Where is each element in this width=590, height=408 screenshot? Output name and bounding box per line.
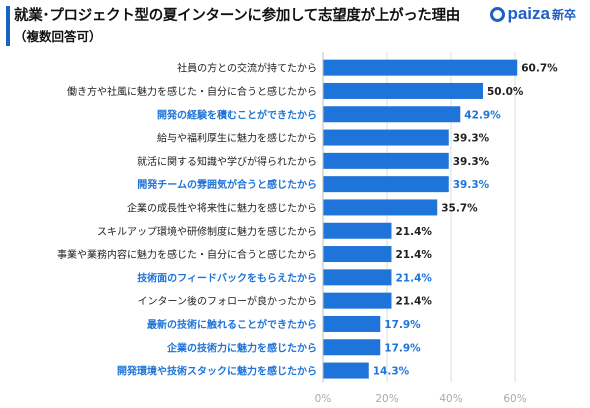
value-label: 42.9% bbox=[464, 109, 501, 121]
bar bbox=[323, 269, 392, 286]
category-label: 最新の技術に触れることができたから bbox=[147, 318, 317, 331]
category-label: 事業や業務内容に魅力を感じた・自分に合うと感じたから bbox=[57, 248, 317, 261]
bar bbox=[323, 315, 381, 332]
category-label: 企業の成長性や将来性に魅力を感じたから bbox=[127, 201, 317, 214]
x-tick-label: 20% bbox=[375, 393, 398, 405]
bar bbox=[323, 59, 518, 76]
value-label: 39.3% bbox=[453, 156, 490, 168]
bar bbox=[323, 222, 392, 239]
value-label: 39.3% bbox=[453, 179, 490, 191]
bar bbox=[323, 199, 438, 216]
value-label: 21.4% bbox=[395, 226, 432, 238]
category-label: スキルアップ環境や研修制度に魅力を感じたから bbox=[97, 225, 317, 238]
category-label: 給与や福利厚生に魅力を感じたから bbox=[157, 132, 317, 145]
chart-subtitle: （複数回答可） bbox=[14, 29, 102, 44]
value-label: 39.3% bbox=[453, 133, 490, 145]
bar bbox=[323, 339, 381, 356]
x-tick-label: 40% bbox=[439, 393, 462, 405]
x-tick-label: 0% bbox=[315, 393, 332, 405]
bar bbox=[323, 176, 449, 193]
bar bbox=[323, 362, 369, 379]
bar bbox=[323, 246, 392, 263]
bar bbox=[323, 129, 449, 146]
category-label: インターン後のフォローが良かったから bbox=[138, 295, 318, 308]
category-label: 開発環境や技術スタックに魅力を感じたから bbox=[117, 365, 317, 378]
x-tick-label: 60% bbox=[503, 393, 526, 405]
paiza-logo: paiza 新卒 bbox=[490, 4, 576, 24]
bar bbox=[323, 152, 449, 169]
logo-text: paiza bbox=[507, 4, 550, 23]
logo-sub: 新卒 bbox=[551, 7, 576, 22]
value-label: 17.9% bbox=[384, 342, 421, 354]
value-label: 14.3% bbox=[373, 366, 410, 378]
bar bbox=[323, 82, 483, 99]
category-label: 働き方や社風に魅力を感じた・自分に合うと感じたから bbox=[67, 85, 317, 98]
category-label: 開発の経験を積むことができたから bbox=[157, 108, 317, 121]
category-label: 就活に関する知識や学びが得られたから bbox=[137, 155, 317, 168]
chart-title: 就業･プロジェクト型の夏インターンに参加して志望度が上がった理由 bbox=[14, 8, 460, 24]
category-label: 開発チームの雰囲気が合うと感じたから bbox=[137, 178, 317, 191]
category-label: 技術面のフィードバックをもらえたから bbox=[137, 271, 317, 284]
value-label: 21.4% bbox=[395, 249, 432, 261]
bar bbox=[323, 106, 461, 123]
category-label: 社員の方との交流が持てたから bbox=[177, 62, 317, 75]
value-label: 50.0% bbox=[487, 86, 524, 98]
bar bbox=[323, 292, 392, 309]
title-accent-bar bbox=[6, 6, 10, 46]
value-label: 60.7% bbox=[521, 63, 558, 75]
value-label: 35.7% bbox=[441, 202, 478, 214]
value-label: 17.9% bbox=[384, 319, 421, 331]
category-label: 企業の技術力に魅力を感じたから bbox=[166, 341, 317, 354]
value-label: 21.4% bbox=[395, 296, 432, 308]
logo-ring-icon bbox=[490, 6, 506, 22]
value-label: 21.4% bbox=[395, 272, 432, 284]
